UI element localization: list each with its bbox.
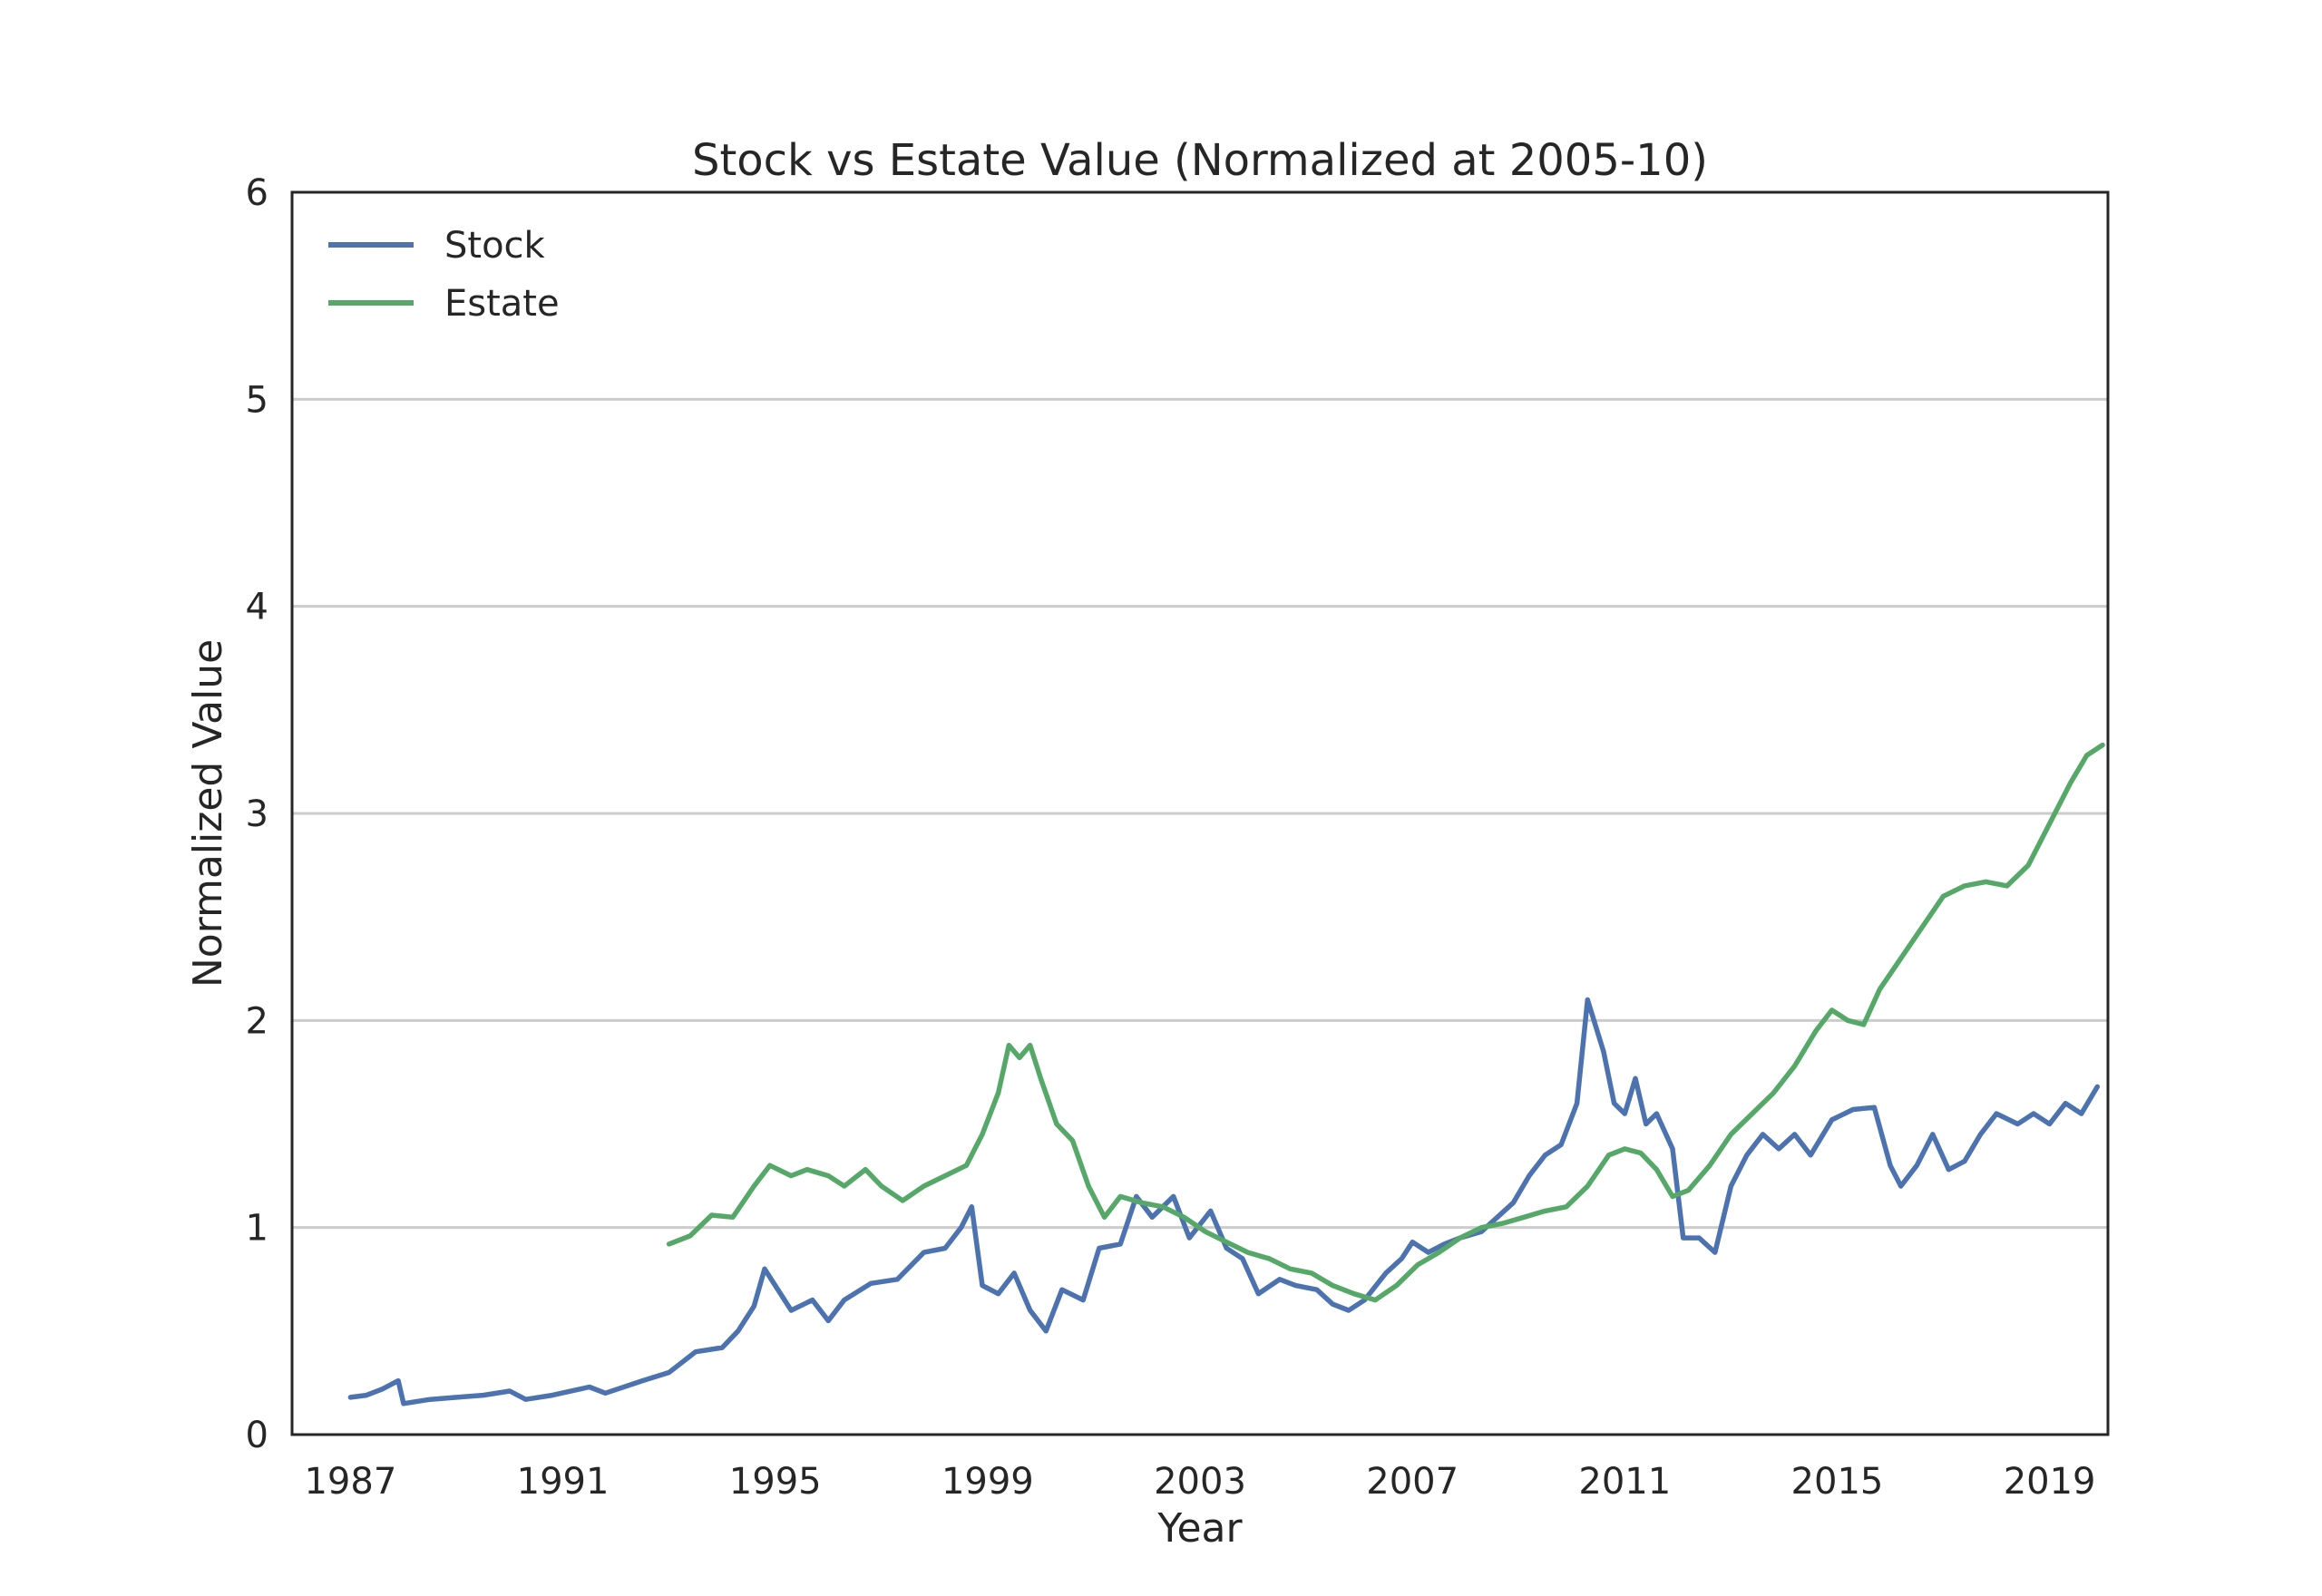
y-tick-label: 6 bbox=[246, 172, 268, 214]
x-tick-label: 1991 bbox=[517, 1461, 610, 1503]
legend-label-stock: Stock bbox=[444, 225, 546, 267]
y-tick-label: 0 bbox=[246, 1415, 268, 1456]
series-line-stock bbox=[347, 997, 2101, 1406]
y-tick-labels: 0 1 2 3 4 5 6 bbox=[246, 172, 268, 1456]
x-tick-label: 2007 bbox=[1366, 1461, 1459, 1503]
legend-label-estate: Estate bbox=[444, 283, 560, 325]
series-layer bbox=[347, 742, 2105, 1406]
y-tick-label: 3 bbox=[246, 793, 268, 835]
x-tick-label: 1987 bbox=[304, 1461, 396, 1503]
series-line-estate bbox=[666, 742, 2105, 1303]
x-tick-label: 2011 bbox=[1578, 1461, 1671, 1503]
plot-frame bbox=[290, 190, 2110, 1436]
legend: Stock Estate bbox=[328, 225, 560, 325]
y-tick-label: 4 bbox=[246, 587, 268, 628]
y-axis-title: Normalized Value bbox=[185, 639, 231, 988]
x-axis-title: Year bbox=[1156, 1505, 1243, 1552]
x-tick-labels: 1987 1991 1995 1999 2003 2007 2011 2015 2019 bbox=[304, 1461, 2095, 1503]
y-tick-label: 2 bbox=[246, 1000, 268, 1042]
x-tick-label: 2015 bbox=[1791, 1461, 1884, 1503]
y-tick-label: 5 bbox=[246, 379, 268, 421]
x-tick-label: 2003 bbox=[1154, 1461, 1246, 1503]
x-tick-label: 2019 bbox=[2004, 1461, 2096, 1503]
chart-title: Stock vs Estate Value (Normalized at 200… bbox=[692, 135, 1708, 186]
x-tick-label: 1999 bbox=[941, 1461, 1034, 1503]
y-tick-label: 1 bbox=[246, 1208, 268, 1250]
x-tick-label: 1995 bbox=[729, 1461, 822, 1503]
grid-layer bbox=[292, 397, 2108, 1230]
